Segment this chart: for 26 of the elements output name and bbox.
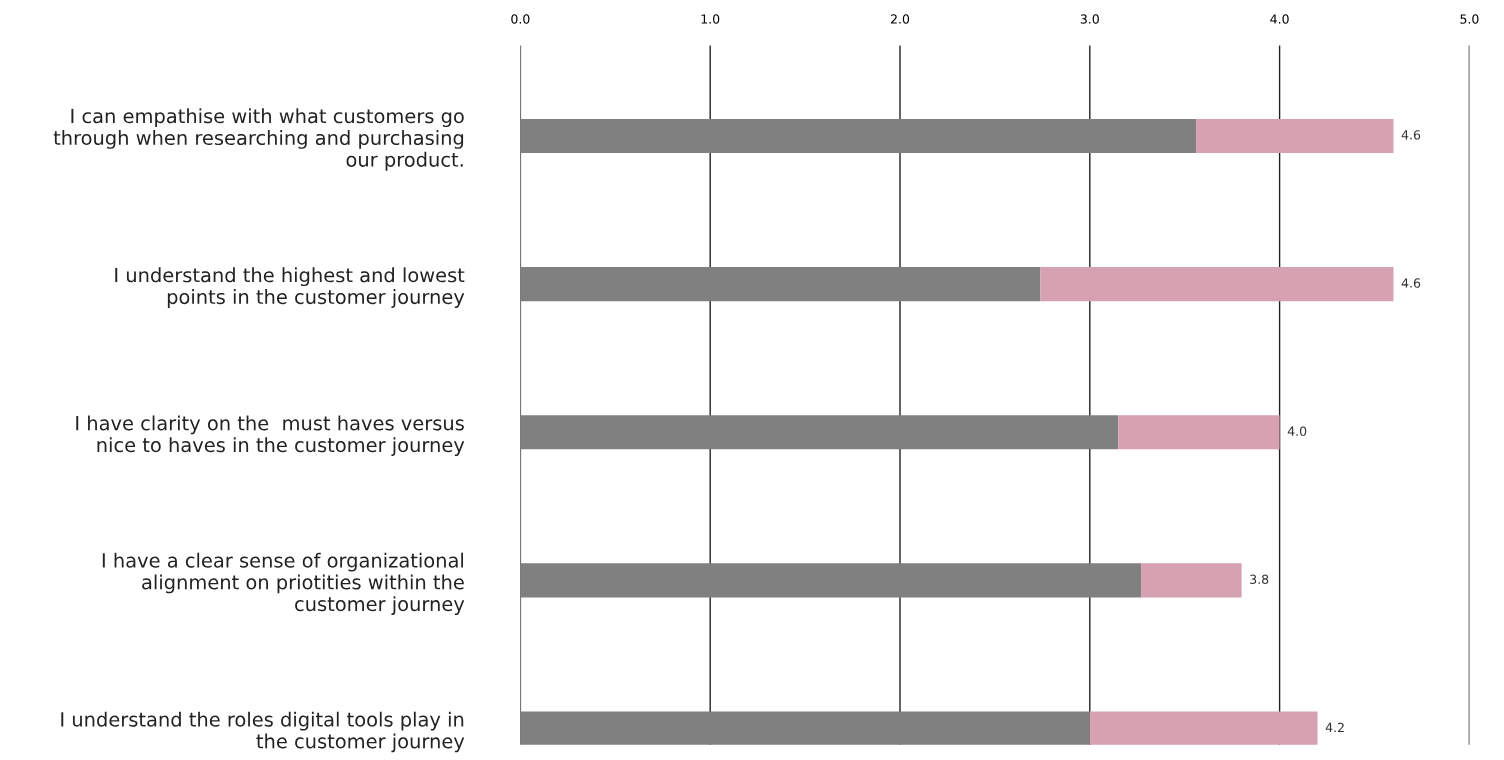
y-tick-label: I understand the roles digital tools play in the customer journey [61,711,465,753]
total-label: 4.6 [1401,130,1421,140]
bar [520,267,1041,302]
x-tick-label: 3.0 [1080,14,1099,24]
y-tick-label: I understand the highest and lowest points in the customer journey [115,267,465,308]
y-tick-label: I have a clear sense of organizational alignment on priotities within the customer journey [102,552,465,616]
bar [1141,563,1242,598]
bar [520,118,1197,153]
total-label: 4.0 [1287,426,1307,436]
bar [1118,415,1280,450]
y-tick-label: I can empathise with what customers go through when researching and purchasing our product. [53,108,464,171]
y-tick-label: I have clarity on the must haves versus nice to haves in the customer journey [76,415,465,457]
bar [1040,267,1394,302]
x-tick-label: 1.0 [701,14,720,24]
bar [1196,118,1394,153]
x-tick-label: 4.0 [1270,14,1289,24]
total-label: 3.8 [1250,574,1269,584]
bar [520,711,1090,745]
x-tick-label: 5.0 [1460,14,1479,24]
x-tick-label: 0.0 [511,14,530,24]
bar [1089,711,1318,745]
x-tick-label: 2.0 [890,14,910,24]
bar [520,415,1119,450]
bar [520,563,1142,598]
total-label: 4.6 [1401,278,1421,288]
total-label: 4.2 [1325,722,1344,732]
